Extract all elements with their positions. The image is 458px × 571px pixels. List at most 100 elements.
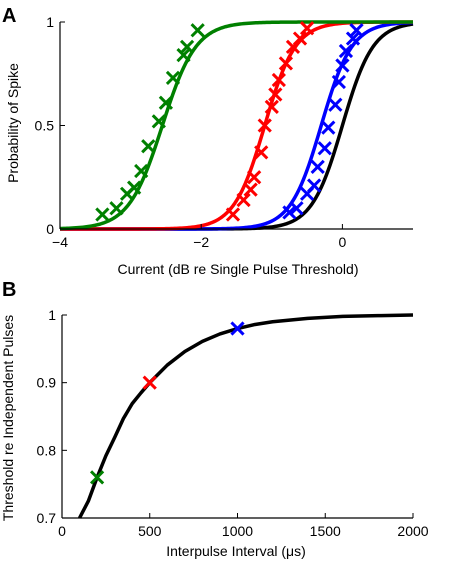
- panel-a-label: A: [2, 5, 16, 27]
- panel-a-x-axis-label: Current (dB re Single Pulse Threshold): [118, 261, 359, 277]
- panel-a-x-tick-label: 0: [339, 234, 347, 250]
- panel-a-marker-red: [271, 72, 286, 88]
- panel-b-marker-red: [142, 375, 157, 390]
- panel-a-curve-red: [60, 20, 413, 231]
- panel-a-marker-blue-stroke-b: [349, 23, 364, 38]
- panel-a-marker-blue-stroke-b: [310, 159, 325, 175]
- panel-a-marker-blue-stroke-b: [289, 201, 304, 216]
- panel-a-marker-red: [292, 31, 308, 46]
- panel-a-marker-blue: [310, 159, 325, 175]
- panel-b-axes: 0 500 1000 1500 2000 0.7 0.8 0.9 1: [37, 307, 429, 539]
- panel-a-marker-green-stroke-b: [151, 114, 166, 129]
- panel-a-marker-blue: [338, 43, 354, 59]
- panel-a-marker-blue-stroke-b: [307, 178, 322, 193]
- panel-a-marker-red: [243, 182, 258, 197]
- panel-a-marker-red-stroke-b: [264, 99, 279, 114]
- panel-b-curve: [77, 313, 414, 519]
- panel-a-marker-green: [109, 201, 124, 216]
- panel-a-marker-green: [95, 207, 110, 222]
- panel-b-marker-blue-stroke-b: [230, 321, 245, 336]
- panel-a-marker-blue-stroke-b: [328, 97, 343, 112]
- panel-a-marker-blue-stroke-b: [345, 31, 361, 46]
- panel-b-x-tick-label: 500: [138, 523, 162, 539]
- panel-a-marker-blue-stroke-b: [321, 120, 336, 135]
- panel-a-y-axis-label: Probability of Spike: [5, 63, 21, 183]
- panel-a-axes: −4 −2 0 0 0.5 1: [35, 14, 413, 250]
- panel-a-marker-green: [134, 163, 149, 179]
- panel-a-marker-green: [151, 114, 166, 129]
- panel-b-x-tick-label: 1000: [222, 523, 253, 539]
- panel-a-marker-red-stroke-b: [225, 207, 241, 222]
- panel-a-marker-red-stroke-b: [268, 87, 283, 102]
- panel-a-y-tick-label: 1: [46, 14, 54, 30]
- panel-a-marker-red-stroke-b: [236, 192, 251, 208]
- panel-a-marker-red: [254, 145, 269, 160]
- panel-a-marker-green-stroke-b: [176, 47, 191, 63]
- panel-b-x-axis-label: Interpulse Interval (μs): [166, 543, 306, 559]
- panel-a-curves: [59, 20, 414, 231]
- panel-a-marker-blue-stroke-b: [338, 43, 354, 59]
- panel-a-marker-red: [299, 21, 315, 36]
- panel-a-marker-red: [225, 207, 241, 222]
- panel-a-y-tick-label: 0.5: [35, 118, 55, 134]
- panel-b-marker-green-stroke-b: [89, 470, 105, 485]
- panel-b-x-tick-label: 2000: [397, 523, 428, 539]
- panel-b-y-tick-label: 0.8: [37, 442, 57, 458]
- panel-a-curve-green: [59, 20, 413, 231]
- panel-a-y-tick-label: 0: [46, 221, 54, 237]
- panel-a-marker-red-stroke-b: [299, 21, 315, 36]
- panel-a-marker-red: [278, 56, 294, 71]
- panel-b-label: B: [2, 279, 16, 301]
- panel-a-x-tick-label: −2: [193, 234, 209, 250]
- panel-b-x-tick-label: 0: [58, 523, 66, 539]
- panel-a-marker-red-stroke-b: [271, 72, 286, 88]
- panel-a: A −4 −2 0 0 0.5 1 Current (dB re Single Pulse…: [2, 5, 414, 277]
- panel-a-marker-green-stroke-b: [190, 23, 205, 38]
- panel-a-marker-green: [165, 70, 181, 86]
- panel-a-marker-blue-stroke-b: [335, 58, 350, 73]
- panel-b-marker-blue: [230, 321, 245, 336]
- panel-a-marker-green-stroke-b: [127, 180, 142, 195]
- panel-a-marker-red-stroke-b: [247, 170, 262, 185]
- panel-b-y-tick-label: 0.9: [37, 375, 57, 391]
- panel-a-marker-green: [190, 23, 205, 38]
- panel-a-markers: [95, 21, 364, 222]
- panel-b-markers: [89, 321, 245, 485]
- panel-a-marker-red: [264, 99, 279, 114]
- panel-a-marker-green: [141, 139, 156, 154]
- panel-a-marker-blue-stroke-b: [331, 74, 346, 90]
- panel-a-marker-blue: [321, 120, 336, 135]
- panel-a-marker-red-stroke-b: [278, 56, 294, 71]
- panel-a-x-tick-label: −4: [52, 234, 68, 250]
- panel-b-y-tick-label: 0.7: [37, 510, 57, 526]
- panel-a-marker-blue-stroke-b: [282, 205, 297, 220]
- panel-b-y-tick-label: 1: [48, 307, 56, 323]
- panel-a-marker-green-stroke-b: [95, 207, 110, 222]
- panel-a-marker-red-stroke-b: [292, 31, 308, 46]
- panel-a-marker-green-stroke-b: [158, 95, 174, 110]
- panel-a-marker-green-stroke-b: [165, 70, 181, 86]
- panel-a-marker-green: [158, 95, 174, 110]
- panel-b-marker-red-stroke-b: [142, 375, 157, 390]
- panel-a-marker-blue-stroke-b: [317, 141, 332, 156]
- panel-a-marker-red: [257, 118, 272, 133]
- panel-a-marker-red: [247, 170, 262, 185]
- panel-a-marker-green-stroke-b: [141, 139, 156, 154]
- panel-a-marker-red: [236, 192, 251, 208]
- panel-b-y-axis-label: Threshold re Independent Pulses: [0, 315, 16, 521]
- panel-a-marker-green-stroke-b: [179, 39, 195, 54]
- panel-b-marker-green: [89, 470, 105, 485]
- panel-b-curves: [77, 313, 414, 519]
- panel-a-marker-red-stroke-b: [257, 118, 272, 133]
- panel-a-marker-blue: [282, 205, 297, 220]
- panel-a-marker-green-stroke-b: [134, 163, 149, 179]
- panel-a-marker-red-stroke-b: [254, 145, 269, 160]
- panel-a-marker-green: [127, 180, 142, 195]
- panel-a-marker-red-stroke-b: [243, 182, 258, 197]
- panel-a-marker-green-stroke-b: [109, 201, 124, 216]
- panel-b: B 0 500 1000 1500 2000 0.7 0.8 0.9 1 Interpulse …: [0, 279, 429, 559]
- panel-a-marker-green: [179, 39, 195, 54]
- panel-a-marker-blue: [307, 178, 322, 193]
- panel-a-marker-blue: [331, 74, 346, 90]
